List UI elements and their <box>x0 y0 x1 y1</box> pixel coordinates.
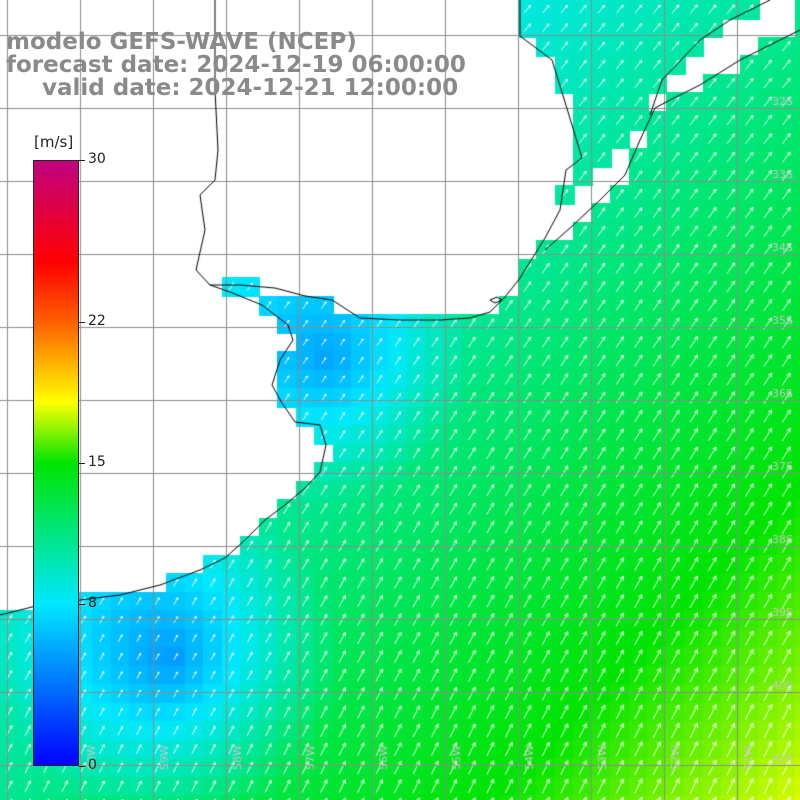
colorbar-unit: [m/s] <box>34 133 74 151</box>
colorbar-tick-label: 22 <box>88 312 106 329</box>
forecast-date: forecast date: 2024-12-19 06:00:00 <box>6 52 466 78</box>
colorbar-tick-label: 30 <box>88 151 106 167</box>
colorbar-tick-mark <box>79 463 85 464</box>
model-title: modelo GEFS-WAVE (NCEP) <box>6 29 357 55</box>
colorbar-tick-mark <box>79 321 85 323</box>
colorbar <box>33 160 79 766</box>
colorbar-tick-label: 15 <box>88 454 106 470</box>
valid-date: valid date: 2024-12-21 12:00:00 <box>42 75 459 101</box>
colorbar-tick-label: 8 <box>88 595 97 612</box>
colorbar-tick-mark <box>79 160 85 161</box>
colorbar-tick-mark <box>79 604 85 606</box>
colorbar-tick-label: 0 <box>88 757 97 773</box>
colorbar-tick-mark <box>79 766 85 767</box>
